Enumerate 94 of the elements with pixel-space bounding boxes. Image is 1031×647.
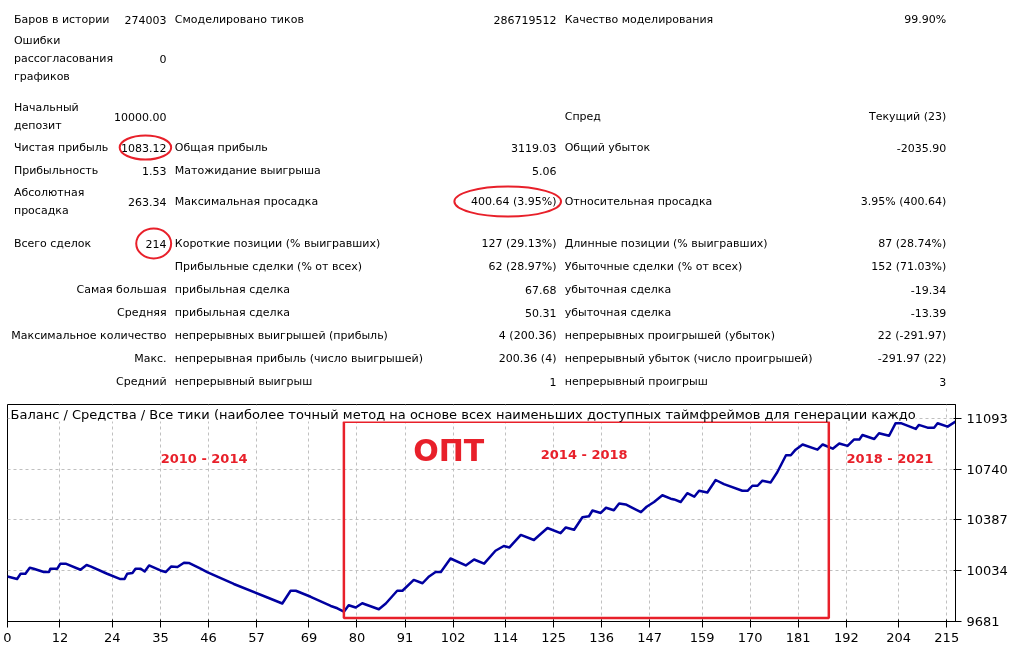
text: 274003 — [124, 13, 167, 27]
x-tick-label: 80 — [348, 629, 366, 645]
text: непрерывный выигрыш — [174, 375, 313, 388]
text: Чистая прибыль — [13, 141, 109, 154]
x-tick-label: 0 — [3, 629, 12, 645]
text: 99.90% — [904, 13, 947, 26]
text: 67.68 — [524, 283, 557, 297]
text: прибыльная сделка — [174, 283, 291, 296]
y-tick-label: 10740 — [966, 461, 1008, 477]
text: Матожидание выигрыша — [174, 164, 321, 177]
text: 286719512 — [493, 13, 557, 27]
y-tick-label: 10034 — [966, 563, 1008, 579]
x-tick-label: 192 — [833, 629, 859, 645]
text: 400.64 (3.95%) — [470, 195, 557, 208]
text: непрерывный убыток (число проигрышей) — [564, 352, 813, 365]
annotation: 2018 - 2021 — [846, 451, 934, 467]
x-tick-label: 136 — [589, 629, 615, 645]
text: Короткие позиции (% выигравших) — [174, 237, 381, 250]
x-tick-label: 159 — [689, 629, 715, 645]
text: 22 (-291.97) — [877, 329, 947, 342]
text: 62 (28.97%) — [488, 260, 557, 273]
text: 3119.03 — [510, 141, 557, 155]
annotation: 2010 - 2014 — [160, 451, 248, 467]
text: Общий убыток — [564, 141, 651, 154]
x-tick-label: 170 — [737, 629, 763, 645]
text: 4 (200.36) — [498, 329, 557, 342]
text: 1083.12 — [121, 141, 167, 155]
x-tick-label: 102 — [440, 629, 466, 645]
text: Относительная просадка — [564, 195, 713, 208]
text: непрерывных выигрышей (прибыль) — [174, 329, 388, 342]
text: -19.34 — [910, 283, 947, 297]
text: непрерывная прибыль (число выигрышей) — [174, 352, 424, 365]
text: убыточная сделка — [564, 306, 672, 319]
y-tick-label: 10387 — [966, 512, 1008, 528]
text: непрерывных проигрышей (убыток) — [564, 329, 775, 342]
x-tick-label: 57 — [248, 629, 265, 645]
text: Макс. — [134, 352, 167, 365]
text: Длинные позиции (% выигравших) — [564, 237, 768, 250]
text: Спред — [564, 110, 602, 123]
text: Начальный депозит — [13, 101, 79, 132]
x-tick-label: 125 — [541, 629, 566, 645]
text: 10000.00 — [114, 110, 167, 124]
text: 0 — [159, 52, 167, 66]
annotation: 2014 - 2018 — [540, 447, 628, 463]
text: Средняя — [117, 306, 167, 319]
text: 3.95% (400.64) — [860, 195, 947, 208]
text: 87 (28.74%) — [878, 237, 947, 250]
text: Качество моделирования — [564, 13, 714, 26]
text: непрерывный проигрыш — [564, 375, 708, 388]
text: Самая большая — [76, 283, 167, 296]
x-tick-label: 114 — [493, 629, 518, 645]
text: Убыточные сделки (% от всех) — [564, 260, 743, 273]
text: Смоделировано тиков — [174, 13, 304, 26]
y-tick-label: 9681 — [966, 614, 1000, 629]
text: 5.06 — [531, 164, 557, 178]
x-tick-label: 215 — [934, 629, 960, 645]
text: Всего сделок — [13, 237, 92, 250]
text: 152 (71.03%) — [871, 260, 947, 273]
annotation: ОПТ — [413, 432, 485, 468]
text: Ошибки рассогласования графиков — [13, 34, 113, 83]
text: 214 — [145, 237, 167, 251]
x-tick-label: 69 — [300, 629, 318, 645]
x-tick-label: 181 — [785, 629, 811, 645]
text: Абсолютная просадка — [13, 186, 85, 217]
text: Максимальная просадка — [174, 195, 319, 208]
text: убыточная сделка — [564, 283, 672, 296]
x-tick-label: 147 — [637, 629, 663, 645]
text: 127 (29.13%) — [481, 237, 557, 250]
text: 1 — [549, 375, 557, 389]
text: прибыльная сделка — [174, 306, 291, 319]
text: 263.34 — [128, 195, 167, 209]
text: Баров в истории — [13, 13, 110, 26]
text: 50.31 — [524, 306, 557, 320]
text: Максимальное количество — [11, 329, 167, 342]
text: -291.97 (22) — [877, 352, 947, 365]
text: 200.36 (4) — [498, 352, 557, 365]
y-tick-label: 11093 — [966, 410, 1008, 426]
x-tick-label: 46 — [200, 629, 217, 645]
text: Прибыльные сделки (% от всех) — [174, 260, 363, 273]
chart-title: Баланс / Средства / Все тики (наиболее точный метод на основе всех наименьших доступных таймфреймов для генерации каждо — [10, 406, 916, 422]
x-tick-label: 24 — [104, 629, 121, 645]
x-tick-label: 12 — [51, 629, 69, 645]
text: -13.39 — [910, 306, 947, 320]
text: 1.53 — [142, 164, 167, 178]
x-tick-label: 91 — [396, 629, 414, 645]
text: Средний — [116, 375, 167, 388]
x-tick-label: 204 — [886, 629, 912, 645]
text: 3 — [939, 375, 947, 389]
line-series — [7, 420, 956, 613]
text: Общая прибыль — [174, 141, 268, 154]
text: -2035.90 — [896, 141, 947, 155]
x-tick-label: 35 — [152, 629, 169, 645]
text: Текущий (23) — [867, 110, 947, 123]
text: Прибыльность — [13, 164, 99, 177]
